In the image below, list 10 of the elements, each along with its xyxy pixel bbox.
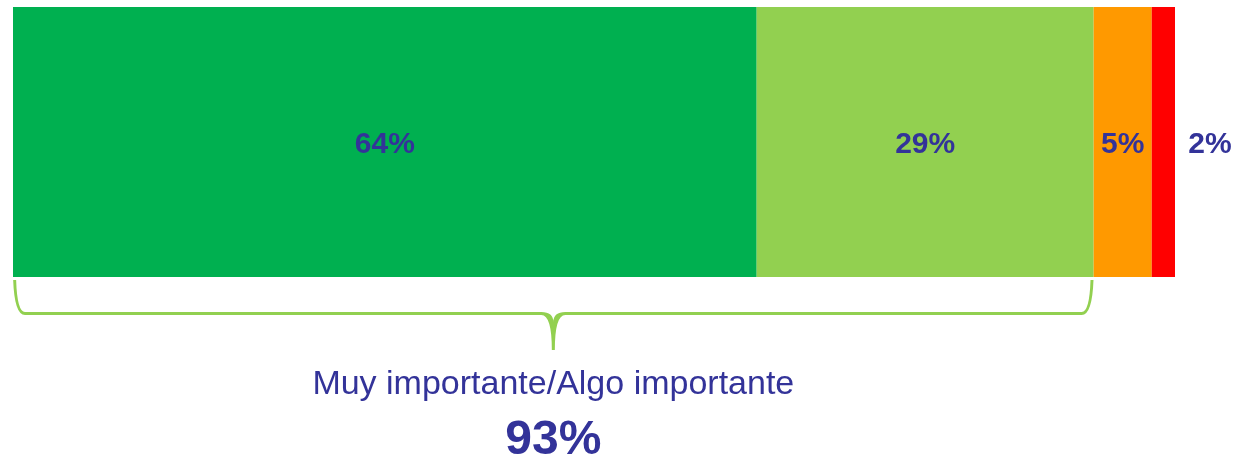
text: Muy importante/Algo importante — [311, 363, 796, 402]
data-label: 64% — [354, 125, 415, 159]
data-label: 2% — [1188, 125, 1232, 159]
data-label: 5% — [1101, 125, 1145, 159]
text: 93% — [504, 411, 603, 465]
bar — [1151, 7, 1175, 277]
bar — [756, 7, 1094, 277]
bar — [13, 7, 757, 277]
data-label: 29% — [895, 125, 956, 159]
bar — [1093, 7, 1152, 277]
